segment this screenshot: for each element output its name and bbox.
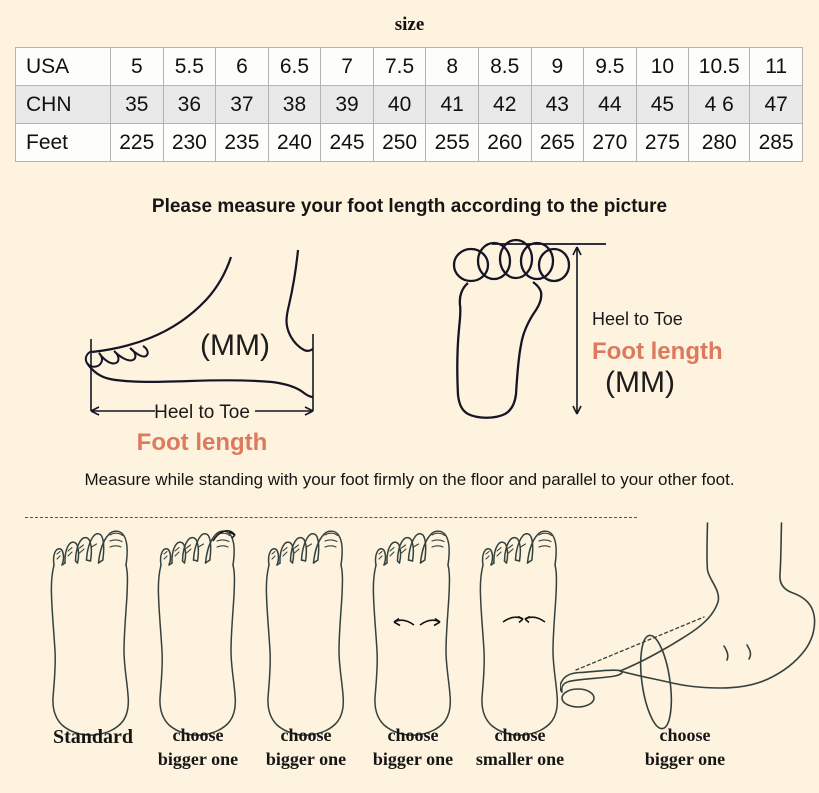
svg-text:Heel to Toe: Heel to Toe: [592, 309, 683, 329]
svg-text:(MM): (MM): [200, 329, 270, 362]
svg-text:Foot length: Foot length: [137, 429, 268, 456]
svg-text:Heel to Toe: Heel to Toe: [154, 402, 250, 423]
svg-text:Foot length: Foot length: [592, 338, 723, 365]
svg-text:(MM): (MM): [605, 366, 675, 399]
